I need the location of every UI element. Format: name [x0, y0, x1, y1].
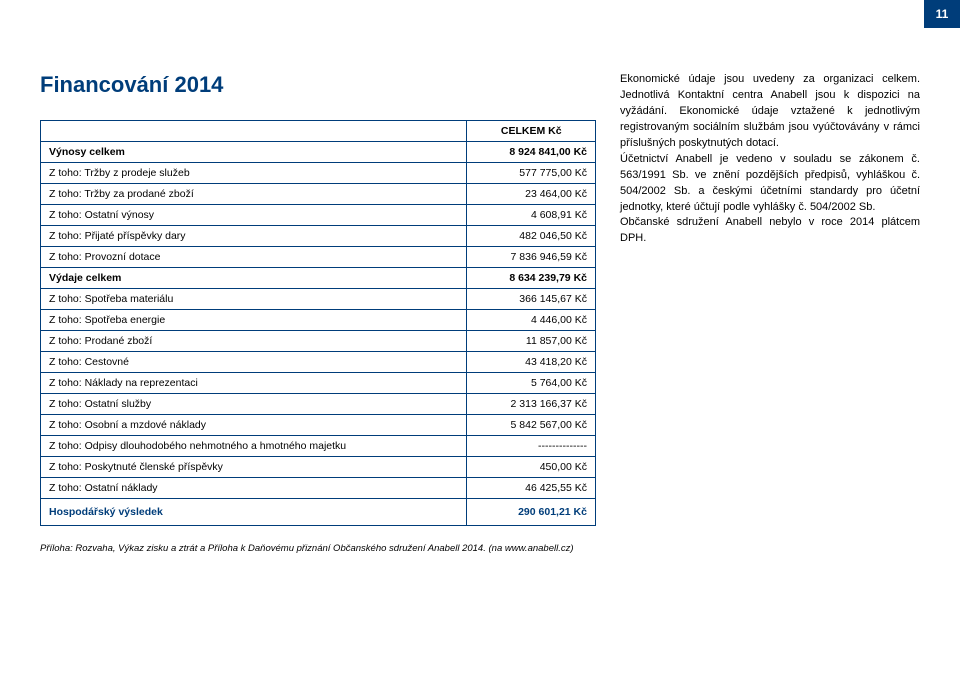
table-row: Z toho: Odpisy dlouhodobého nehmotného a…	[41, 436, 596, 457]
table-cell-value: 23 464,00 Kč	[467, 184, 596, 205]
table-header-row: CELKEM Kč	[41, 121, 596, 142]
finance-table-body: CELKEM Kč Výnosy celkem8 924 841,00 KčZ …	[41, 121, 596, 526]
table-cell-value: 8 634 239,79 Kč	[467, 268, 596, 289]
table-row: Z toho: Tržby za prodané zboží23 464,00 …	[41, 184, 596, 205]
table-cell-value: 2 313 166,37 Kč	[467, 394, 596, 415]
table-row: Z toho: Provozní dotace7 836 946,59 Kč	[41, 247, 596, 268]
table-row: Výdaje celkem8 634 239,79 Kč	[41, 268, 596, 289]
table-row: Z toho: Prodané zboží11 857,00 Kč	[41, 331, 596, 352]
page-title: Financování 2014	[40, 72, 596, 98]
table-cell-label: Z toho: Náklady na reprezentaci	[41, 373, 467, 394]
table-cell-value: 450,00 Kč	[467, 457, 596, 478]
table-row: Z toho: Přijaté příspěvky dary482 046,50…	[41, 226, 596, 247]
table-cell-label: Z toho: Osobní a mzdové náklady	[41, 415, 467, 436]
table-cell-value: 11 857,00 Kč	[467, 331, 596, 352]
table-cell-label: Z toho: Odpisy dlouhodobého nehmotného a…	[41, 436, 467, 457]
finance-table: CELKEM Kč Výnosy celkem8 924 841,00 KčZ …	[40, 120, 596, 526]
table-cell-label: Z toho: Cestovné	[41, 352, 467, 373]
table-row: Z toho: Spotřeba energie4 446,00 Kč	[41, 310, 596, 331]
body-text: Ekonomické údaje jsou uvedeny za organiz…	[620, 72, 920, 247]
table-cell-label: Z toho: Spotřeba energie	[41, 310, 467, 331]
table-cell-value: 366 145,67 Kč	[467, 289, 596, 310]
table-row: Z toho: Ostatní výnosy4 608,91 Kč	[41, 205, 596, 226]
table-cell-value: 43 418,20 Kč	[467, 352, 596, 373]
left-column: Financování 2014 CELKEM Kč Výnosy celkem…	[40, 72, 596, 555]
table-cell-label: Z toho: Tržby z prodeje služeb	[41, 163, 467, 184]
table-cell-label: Z toho: Prodané zboží	[41, 331, 467, 352]
table-cell-value: 46 425,55 Kč	[467, 478, 596, 499]
table-row: Z toho: Cestovné43 418,20 Kč	[41, 352, 596, 373]
table-row: Z toho: Poskytnuté členské příspěvky450,…	[41, 457, 596, 478]
table-cell-label: Z toho: Poskytnuté členské příspěvky	[41, 457, 467, 478]
table-cell-label: Výnosy celkem	[41, 142, 467, 163]
table-cell-value: 4 446,00 Kč	[467, 310, 596, 331]
table-row: Z toho: Ostatní služby2 313 166,37 Kč	[41, 394, 596, 415]
table-cell-value: 7 836 946,59 Kč	[467, 247, 596, 268]
table-cell-value: 8 924 841,00 Kč	[467, 142, 596, 163]
table-cell-value: 4 608,91 Kč	[467, 205, 596, 226]
footnote: Příloha: Rozvaha, Výkaz zisku a ztrát a …	[40, 542, 596, 555]
table-result-value: 290 601,21 Kč	[467, 499, 596, 526]
table-cell-label: Z toho: Ostatní náklady	[41, 478, 467, 499]
table-result-row: Hospodářský výsledek290 601,21 Kč	[41, 499, 596, 526]
table-cell-value: --------------	[467, 436, 596, 457]
table-cell-value: 5 764,00 Kč	[467, 373, 596, 394]
table-cell-label: Z toho: Přijaté příspěvky dary	[41, 226, 467, 247]
table-cell-label: Z toho: Tržby za prodané zboží	[41, 184, 467, 205]
table-row: Z toho: Náklady na reprezentaci5 764,00 …	[41, 373, 596, 394]
table-cell-label: Výdaje celkem	[41, 268, 467, 289]
table-cell-value: 577 775,00 Kč	[467, 163, 596, 184]
table-row: Z toho: Osobní a mzdové náklady5 842 567…	[41, 415, 596, 436]
page-number: 11	[936, 7, 949, 21]
table-cell-value: 482 046,50 Kč	[467, 226, 596, 247]
table-row: Z toho: Ostatní náklady46 425,55 Kč	[41, 478, 596, 499]
table-result-label: Hospodářský výsledek	[41, 499, 467, 526]
table-cell-label: Z toho: Ostatní služby	[41, 394, 467, 415]
table-row: Z toho: Spotřeba materiálu366 145,67 Kč	[41, 289, 596, 310]
content-area: Financování 2014 CELKEM Kč Výnosy celkem…	[40, 72, 920, 555]
table-cell-label: Z toho: Ostatní výnosy	[41, 205, 467, 226]
table-header-value: CELKEM Kč	[467, 121, 596, 142]
right-column: Ekonomické údaje jsou uvedeny za organiz…	[620, 72, 920, 555]
page-number-badge: 11	[924, 0, 960, 28]
table-row: Z toho: Tržby z prodeje služeb577 775,00…	[41, 163, 596, 184]
table-cell-label: Z toho: Provozní dotace	[41, 247, 467, 268]
table-cell-value: 5 842 567,00 Kč	[467, 415, 596, 436]
table-row: Výnosy celkem8 924 841,00 Kč	[41, 142, 596, 163]
table-cell-label: Z toho: Spotřeba materiálu	[41, 289, 467, 310]
table-header-empty	[41, 121, 467, 142]
